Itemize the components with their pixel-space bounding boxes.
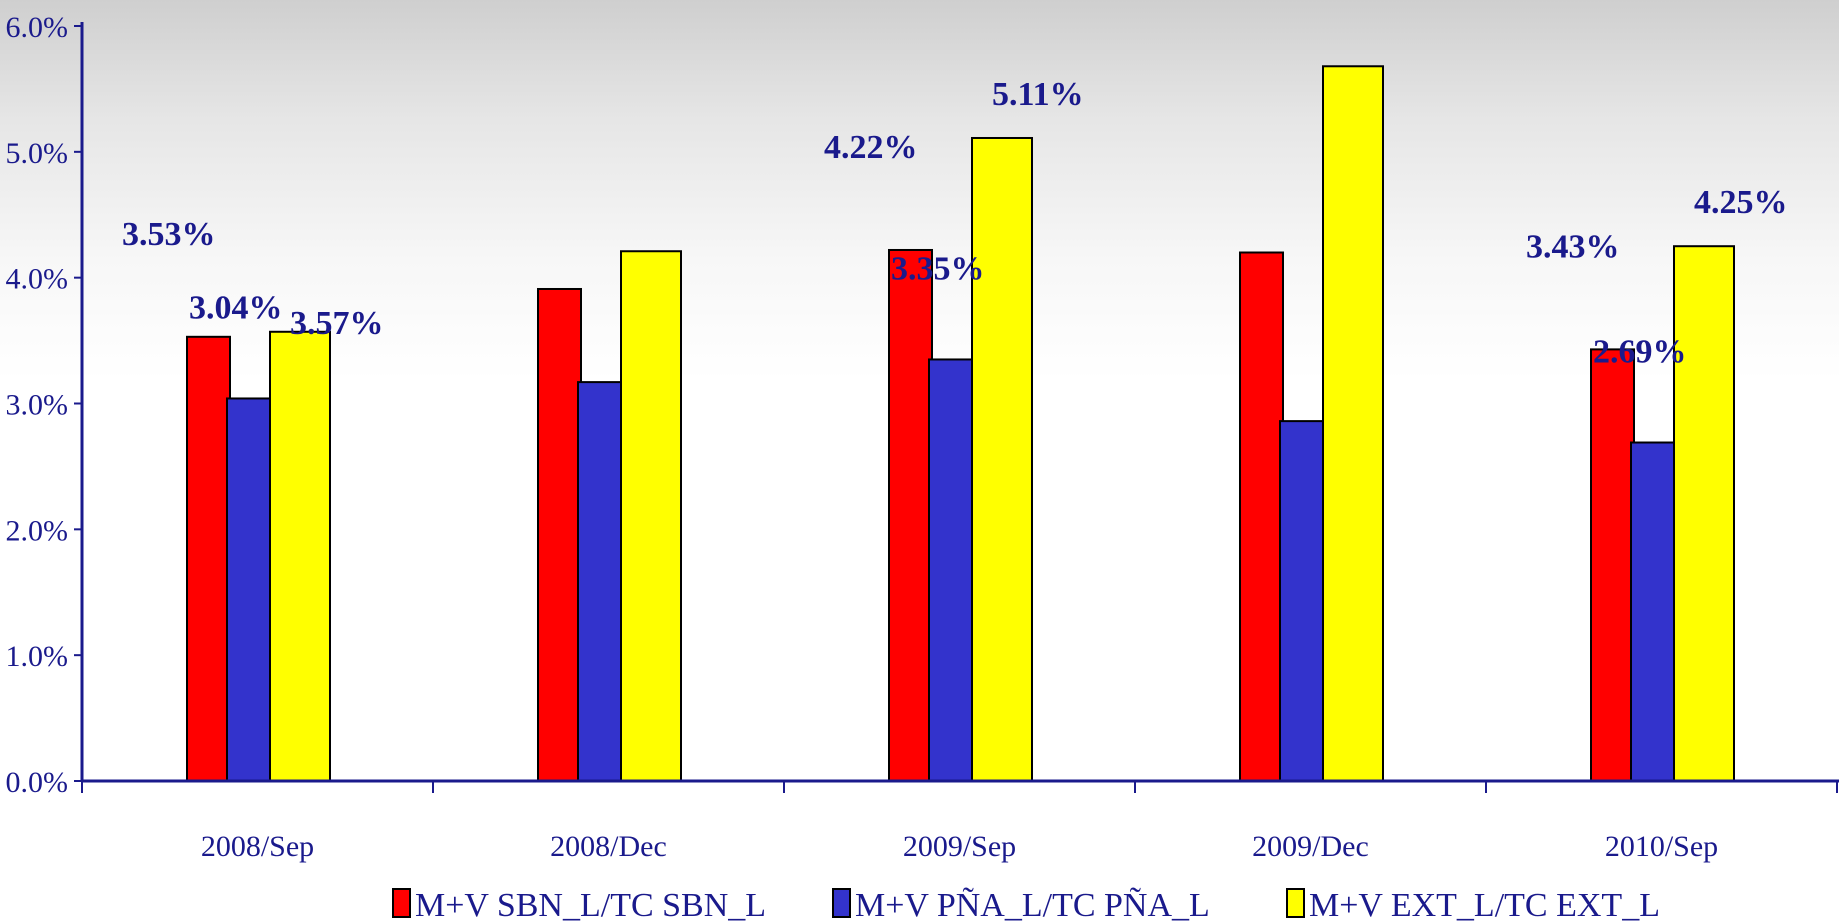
y-tick-label: 6.0% bbox=[6, 11, 69, 44]
data-label: 5.11% bbox=[992, 76, 1084, 113]
bar bbox=[577, 381, 622, 782]
y-tick-label: 0.0% bbox=[6, 766, 69, 799]
bar bbox=[888, 248, 933, 782]
bar bbox=[1279, 420, 1324, 782]
data-label: 3.35% bbox=[891, 250, 985, 287]
data-label: 3.53% bbox=[122, 216, 216, 253]
data-label: 4.25% bbox=[1694, 184, 1788, 221]
bar bbox=[620, 250, 682, 783]
bar bbox=[1673, 245, 1735, 783]
data-label: 4.22% bbox=[824, 129, 918, 166]
x-tick-label: 2009/Dec bbox=[1252, 830, 1369, 863]
bar bbox=[537, 287, 582, 782]
x-tick-label: 2009/Sep bbox=[903, 830, 1016, 863]
y-tick-label: 4.0% bbox=[6, 263, 69, 296]
legend-label: M+V PÑA_L/TC PÑA_L bbox=[855, 887, 1210, 924]
legend-label: M+V EXT_L/TC EXT_L bbox=[1309, 887, 1660, 924]
x-tick-label: 2008/Sep bbox=[201, 830, 314, 863]
legend-swatch bbox=[392, 888, 411, 918]
legend-swatch bbox=[832, 888, 851, 918]
data-label: 3.43% bbox=[1526, 228, 1620, 265]
y-tick-label: 1.0% bbox=[6, 640, 69, 673]
y-tick-label: 2.0% bbox=[6, 514, 69, 547]
bar bbox=[928, 358, 973, 782]
bar bbox=[186, 335, 231, 782]
data-label: 3.57% bbox=[290, 305, 384, 342]
legend-label: M+V SBN_L/TC SBN_L bbox=[415, 887, 766, 924]
bar bbox=[1630, 441, 1675, 782]
data-label: 2.69% bbox=[1593, 334, 1687, 371]
y-tick-label: 5.0% bbox=[6, 137, 69, 170]
bar bbox=[1590, 348, 1635, 782]
bar bbox=[1322, 65, 1384, 783]
y-tick-label: 3.0% bbox=[6, 389, 69, 422]
data-label: 3.04% bbox=[189, 289, 283, 326]
bar bbox=[1239, 251, 1284, 782]
x-tick-label: 2010/Sep bbox=[1605, 830, 1718, 863]
bar bbox=[226, 397, 271, 782]
x-tick-label: 2008/Dec bbox=[550, 830, 667, 863]
bar bbox=[269, 330, 331, 782]
legend-swatch bbox=[1286, 888, 1305, 918]
bar bbox=[971, 136, 1033, 783]
